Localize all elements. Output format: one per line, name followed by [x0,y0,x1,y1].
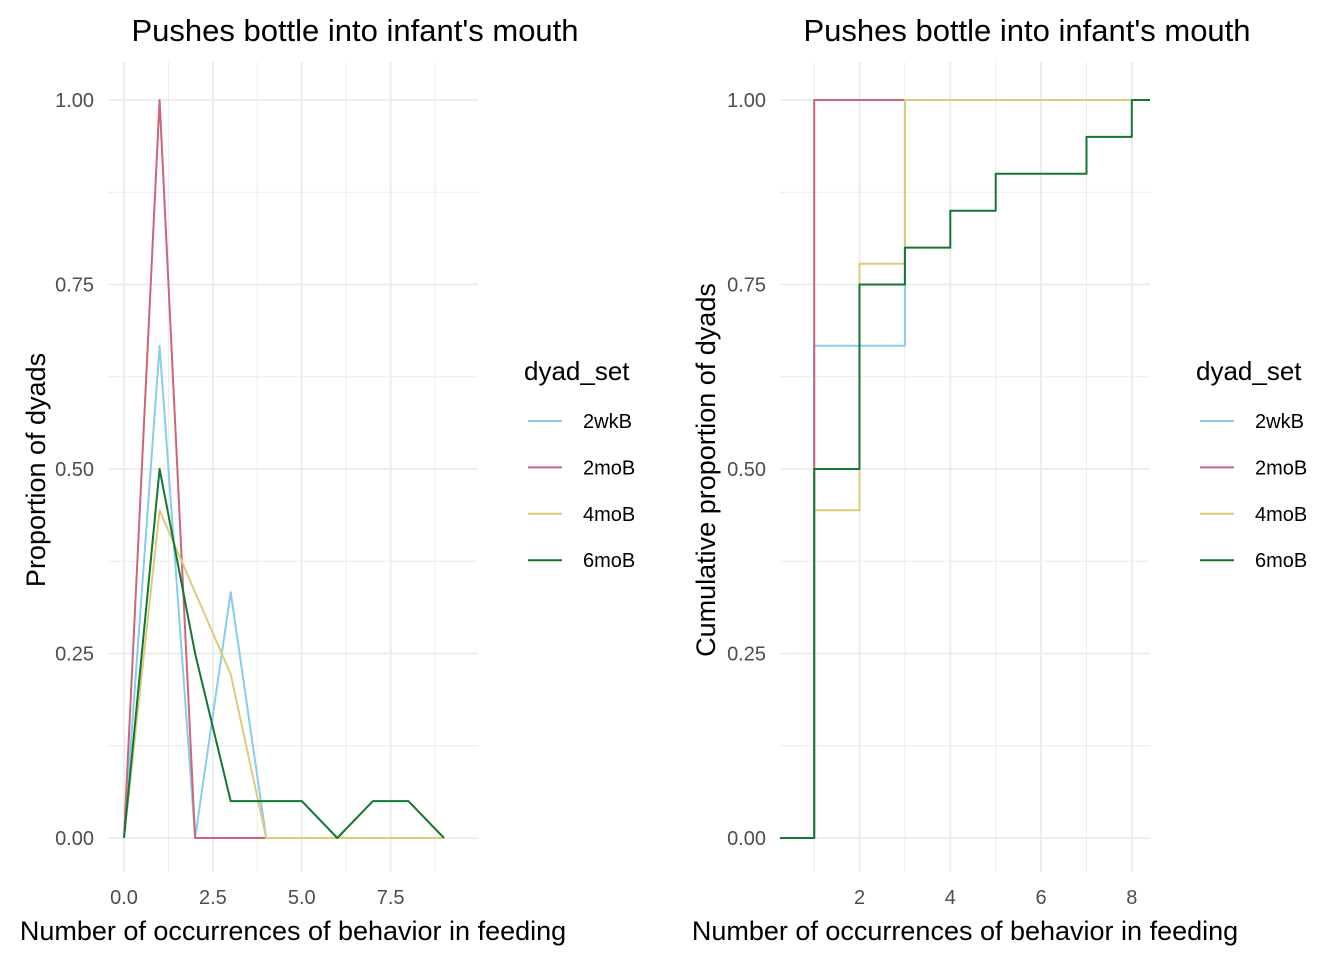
panel2-y-tick-label: 0.50 [727,459,766,481]
panel1-series-line-4moB [123,509,444,839]
panel1-x-axis-label: Number of occurrences of behavior in fee… [20,916,566,946]
panel2-y-tick-label: 0.25 [727,644,766,666]
panel1-y-axis-label: Proportion of dyads [21,353,51,587]
panel1-y-tick-label: 0.25 [55,644,94,666]
panel2-legend-label-6moB: 6moB [1255,550,1307,572]
panel1-series-line-6moB [123,468,445,839]
panel2-x-tick-label: 4 [945,887,956,909]
panel1-y-tick-label: 0.75 [55,275,94,297]
panel1-y-tick-label: 0.50 [55,459,94,481]
panel1-legend-label-2wkB: 2wkB [583,411,632,433]
panel2-x-tick-label: 6 [1036,887,1047,909]
panel1-legend-label-2moB: 2moB [583,457,635,479]
panel1-x-tick-label: 2.5 [199,887,227,909]
panel1-title: Pushes bottle into infant's mouth [131,13,578,48]
panel1-legend-label-4moB: 4moB [583,504,635,526]
panel2-legend-title: dyad_set [1196,356,1302,386]
panel2-x-tick-label: 2 [854,887,865,909]
panel1-y-tick-label: 0.00 [55,828,94,850]
panel2-legend-label-2wkB: 2wkB [1255,411,1304,433]
panel1-x-tick-label: 0.0 [110,887,138,909]
panel1-series-line-2moB [123,99,267,839]
panel2-y-tick-label: 0.75 [727,275,766,297]
panel1-x-tick-label: 5.0 [288,887,316,909]
panel1-legend-label-6moB: 6moB [583,550,635,572]
panel2-y-tick-label: 0.00 [727,828,766,850]
panel2-legend-label-2moB: 2moB [1255,457,1307,479]
panel2-legend-label-4moB: 4moB [1255,504,1307,526]
panel2-y-axis-label: Cumulative proportion of dyads [691,283,721,657]
panel2-series-line-6moB [780,99,1150,839]
panel2-y-tick-label: 1.00 [727,90,766,112]
panel2-title: Pushes bottle into infant's mouth [803,13,1250,48]
panel2-x-tick-label: 8 [1126,887,1137,909]
panel2-x-axis-label: Number of occurrences of behavior in fee… [692,916,1238,946]
panel1-legend-title: dyad_set [524,356,630,386]
panel1-x-tick-label: 7.5 [377,887,405,909]
panel1-y-tick-label: 1.00 [55,90,94,112]
